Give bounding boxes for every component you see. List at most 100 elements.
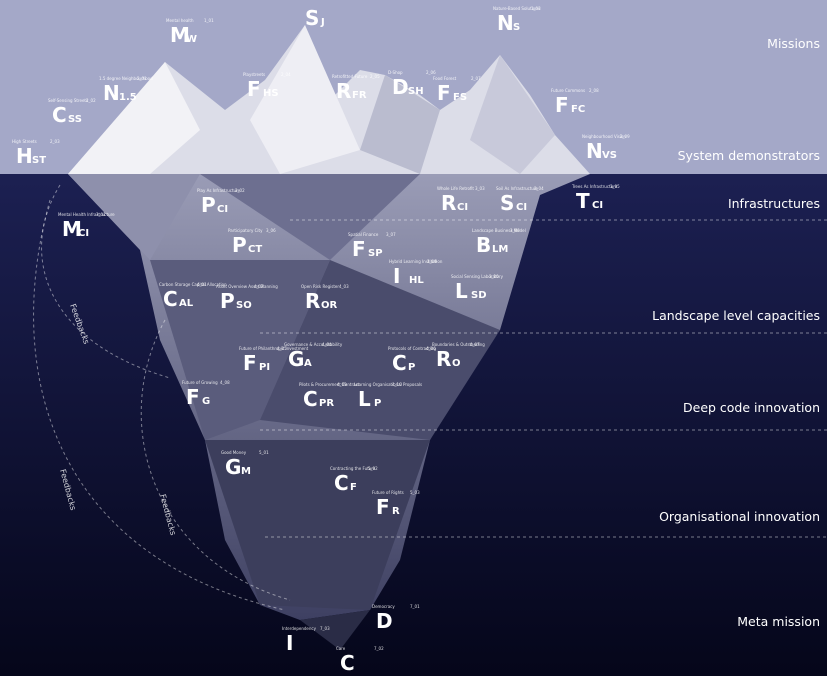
node: D SH D-Shop 2_06 <box>388 70 436 99</box>
node-symbol: L <box>358 387 371 411</box>
node-label: Contracting the Future <box>330 466 376 471</box>
node-symbol: C <box>303 387 318 411</box>
node-number: 2_07 <box>471 76 481 81</box>
node-symbol: R <box>436 347 451 371</box>
node-number: 3_02 <box>235 188 245 193</box>
node-subscript: FC <box>571 104 585 115</box>
node-symbol: F <box>555 93 569 117</box>
node: F R Future of Rights 5_03 <box>372 490 420 519</box>
node-label: Democracy <box>372 604 395 609</box>
node-number: 2_03 <box>50 139 60 144</box>
node-label: Care <box>336 646 346 651</box>
node-number: 3_07 <box>386 232 396 237</box>
node-symbol: F <box>186 385 200 409</box>
node-number: 4_05 <box>277 346 287 351</box>
node-symbol: C <box>52 103 67 127</box>
node-symbol: P <box>220 289 235 313</box>
node-label: Mental health <box>166 18 194 23</box>
node-number: 3_06 <box>266 228 276 233</box>
node-label: High Streets <box>12 139 37 144</box>
node-subscript: ST <box>32 155 46 166</box>
node-symbol: L <box>455 279 468 303</box>
node-label: Playstreets <box>243 72 265 77</box>
node-symbol: M <box>170 23 190 47</box>
node-number: 4_10 <box>392 382 402 387</box>
node-symbol: G <box>225 455 241 479</box>
node-symbol: N <box>586 139 603 163</box>
node-label: Participatory City <box>228 228 263 233</box>
layer-label: Meta mission <box>737 614 820 629</box>
node-subscript: CI <box>217 204 228 215</box>
node-symbol: D <box>376 609 393 633</box>
node-number: 7_01 <box>410 604 420 609</box>
node-label: Retrofitted Future <box>332 74 368 79</box>
node-subscript: R <box>392 506 400 517</box>
node-symbol: C <box>340 651 355 675</box>
node-symbol: C <box>334 471 349 495</box>
node-subscript: PR <box>319 398 334 409</box>
node-number: 1_01 <box>204 18 214 23</box>
node-symbol: F <box>247 77 261 101</box>
node-label: Good Money <box>221 450 247 455</box>
node-number: 2_09 <box>620 134 630 139</box>
node-label: Food Forest <box>433 76 457 81</box>
node-label: Future of Rights <box>372 490 404 495</box>
node-label: Boundaries & Outstanding <box>432 342 485 347</box>
node: F SP Spatial Finance 3_07 <box>348 232 396 261</box>
node-label: Learning Organisational Proposals <box>354 382 422 387</box>
layer-dividers <box>33 184 827 611</box>
node-subscript: CT <box>248 244 262 255</box>
node-subscript: P <box>408 362 415 373</box>
node: F FC Future Commons 2_08 <box>551 88 599 117</box>
node-subscript: O <box>452 358 461 369</box>
node-number: 2_08 <box>589 88 599 93</box>
node-symbol: I <box>393 264 400 288</box>
node-symbol: T <box>576 189 590 213</box>
node-symbol: F <box>243 351 257 375</box>
node-number: 4_03 <box>339 284 349 289</box>
node-subscript: SS <box>68 114 82 125</box>
node-label: 1.5 degree Neighbourhood <box>99 76 153 81</box>
layer-label: Deep code innovation <box>683 400 820 415</box>
node-symbol: H <box>16 144 33 168</box>
node-number: 4_04 <box>322 342 332 347</box>
node-symbol: R <box>336 79 351 103</box>
node-number: 1_03 <box>531 6 541 11</box>
node: R CI Whole Life Retrofit 3_03 <box>437 186 485 215</box>
node-number: 4_08 <box>220 380 230 385</box>
node-label: Protocols of Contracting <box>388 346 436 351</box>
node-subscript: 1.5 <box>119 92 137 103</box>
node-label: Soil As Infrastructure <box>496 186 538 191</box>
node-symbol: S <box>305 6 319 30</box>
node-subscript: G <box>202 396 210 407</box>
node-label: Interdependency <box>282 626 317 631</box>
node-symbol: M <box>62 217 82 241</box>
node-subscript: OR <box>321 300 338 311</box>
node: F PI Future of Philanthropic Investment4_0… <box>239 346 309 375</box>
node-number: 2_06 <box>426 70 436 75</box>
node-label: Self-Sensing Streets <box>48 98 88 103</box>
node-symbol: R <box>441 191 456 215</box>
node-symbol: D <box>392 75 409 99</box>
node: MW Mental health 1_01 <box>166 18 214 47</box>
node: P CT Participatory City 3_06 <box>228 228 276 257</box>
node-number: 3_08 <box>510 228 520 233</box>
node-number: 3_04 <box>534 186 544 191</box>
node-label: Nature-Based Solutions <box>493 6 540 11</box>
node-number: 4_01 <box>197 282 207 287</box>
node-label: Future Commons <box>551 88 585 93</box>
node-symbol: F <box>376 495 390 519</box>
node-number: 4_06 <box>426 346 436 351</box>
